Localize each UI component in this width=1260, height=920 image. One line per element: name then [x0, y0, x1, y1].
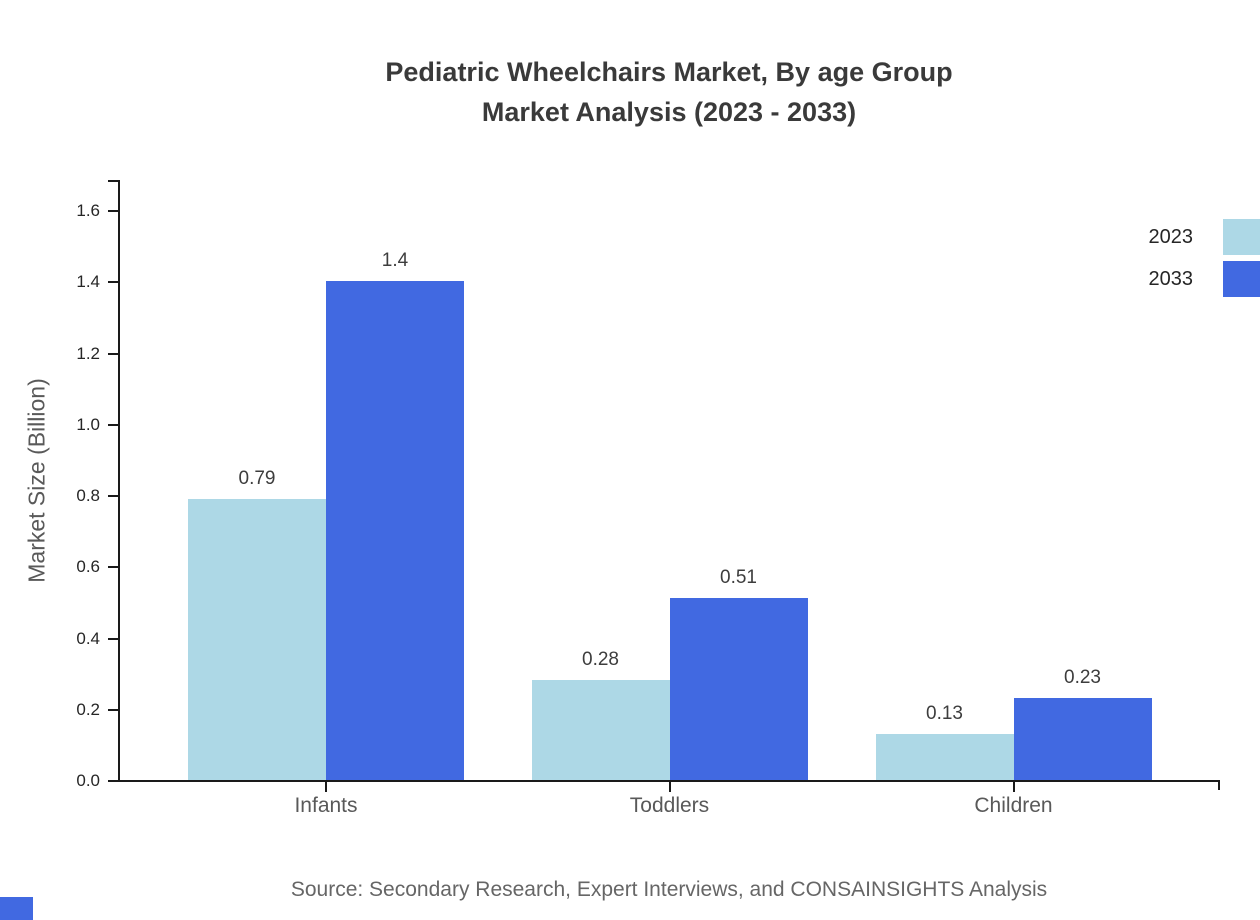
legend-item-2023: 2023	[1149, 219, 1260, 255]
y-tick-label: 0.6	[76, 557, 100, 577]
y-tick	[108, 708, 118, 711]
y-tick	[108, 210, 118, 212]
x-tick	[325, 782, 327, 792]
bar-2033-infants	[326, 281, 464, 780]
bar-value-label: 0.79	[238, 467, 276, 489]
y-tick	[108, 566, 118, 569]
y-tick-label: 0.0	[76, 771, 100, 790]
legend-label-2023: 2023	[1148, 225, 1194, 248]
bar-value-label: 0.13	[926, 702, 963, 724]
y-tick-label: 0.2	[76, 699, 100, 719]
chart-title-line1: Pediatric Wheelchairs Market, By age Gro…	[385, 57, 953, 87]
bar-value-label: 0.51	[720, 567, 757, 589]
category-label-infants: Infants	[294, 794, 358, 817]
legend-label-2033: 2033	[1148, 267, 1194, 290]
y-tick-label: 1.2	[76, 343, 100, 363]
y-tick	[108, 423, 118, 426]
y-tick	[108, 495, 118, 497]
category-label-toddlers: Toddlers	[629, 794, 710, 817]
legend-swatch-2033	[1223, 261, 1260, 297]
bar-2033-toddlers	[669, 598, 808, 780]
bar-value-label: 1.4	[381, 250, 409, 272]
bar-value-label: 0.23	[1064, 667, 1101, 689]
x-axis-end-cap	[1218, 780, 1220, 790]
legend-item-2033: 2033	[1149, 261, 1260, 297]
y-tick-label: 1.4	[76, 272, 100, 292]
legend: 2023 2033	[1149, 219, 1260, 303]
chart-title-line2: Market Analysis (2023 - 2033)	[481, 97, 857, 127]
bar-2033-children	[1013, 698, 1152, 780]
source-note: Source: Secondary Research, Expert Inter…	[290, 878, 1048, 901]
legend-swatch-2023	[1223, 219, 1260, 255]
x-axis-line	[118, 780, 1220, 782]
category-label-children: Children	[974, 794, 1053, 817]
y-tick-label: 1.6	[76, 201, 100, 220]
brand-corner-mark	[0, 897, 33, 920]
y-axis-end-cap	[108, 180, 118, 182]
x-tick	[1012, 782, 1015, 792]
bar-2023-infants	[188, 498, 326, 780]
bar-2023-children	[875, 733, 1014, 780]
y-tick	[108, 281, 118, 284]
y-tick	[108, 637, 118, 640]
y-tick-label: 0.4	[76, 628, 100, 648]
y-tick-label: 1.0	[76, 414, 100, 434]
bar-2023-toddlers	[531, 680, 670, 780]
y-tick	[108, 780, 118, 782]
y-axis-line	[118, 180, 120, 782]
bar-value-label: 0.28	[582, 649, 619, 671]
x-tick	[668, 782, 671, 792]
chart-title: Pediatric Wheelchairs Market, By age Gro…	[118, 52, 1220, 132]
y-tick	[108, 352, 118, 355]
y-tick-label: 0.8	[76, 486, 100, 505]
